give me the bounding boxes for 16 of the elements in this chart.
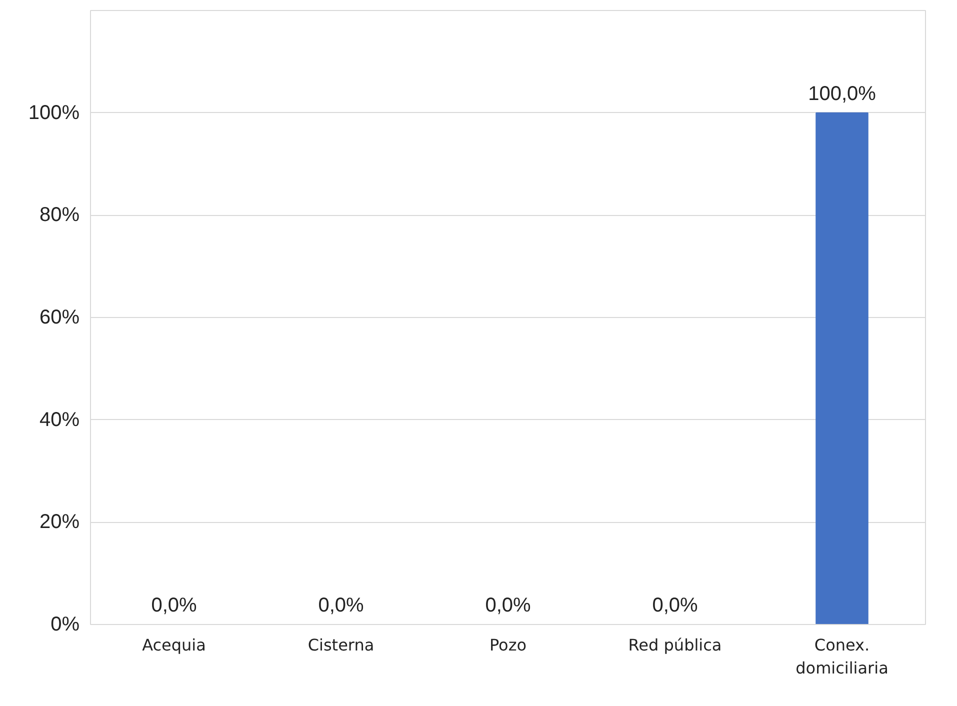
y-tick-label: 40% (39, 408, 80, 431)
data-label: 0,0% (318, 594, 364, 616)
x-tick-label: Cisterna (308, 636, 374, 654)
x-tick-label: Conex. domiciliaria (796, 636, 888, 678)
data-label: 100,0% (808, 82, 876, 105)
data-label: 0,0% (485, 594, 532, 616)
y-tick-label: 100% (28, 102, 80, 124)
x-tick-label: Red pública (628, 636, 722, 654)
x-tick-label: Pozo (489, 636, 527, 654)
y-tick-label: 20% (39, 511, 80, 534)
data-label: 0,0% (652, 594, 698, 616)
data-label: 0,0% (151, 594, 198, 616)
y-tick-label: 80% (39, 204, 80, 226)
y-tick-label: 60% (39, 306, 80, 328)
y-tick-label: 0% (50, 614, 80, 636)
x-tick-label: Acequia (142, 636, 206, 654)
